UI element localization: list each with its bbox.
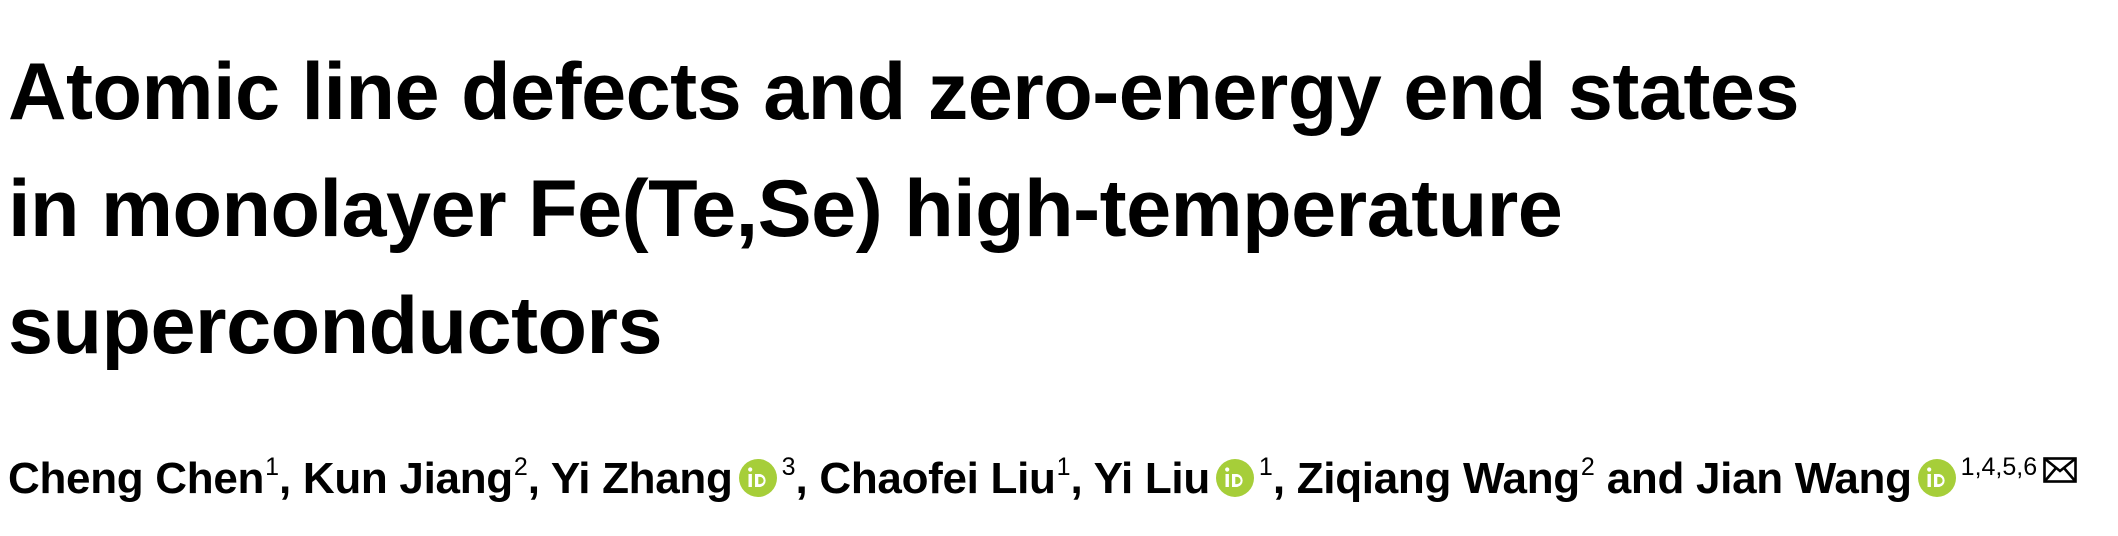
author-separator: , xyxy=(1070,454,1094,503)
orcid-icon[interactable] xyxy=(1917,459,1956,497)
author-cheng-chen[interactable]: Cheng Chen1 xyxy=(8,453,280,503)
affiliation-marker[interactable]: 1 xyxy=(265,453,280,481)
author-name[interactable]: Yi Liu xyxy=(1093,454,1211,503)
title-line-1: Atomic line defects and zero-energy end … xyxy=(8,47,1800,137)
author-yi-liu[interactable]: Yi Liu 1 xyxy=(1093,453,1273,503)
author-name[interactable]: Jian Wang xyxy=(1695,454,1912,503)
title-line-2: in monolayer Fe(Te,Se) high-temperature xyxy=(8,164,1563,254)
orcid-icon[interactable] xyxy=(738,459,777,497)
title-line-3: superconductors xyxy=(8,281,663,371)
affiliation-marker[interactable]: 3 xyxy=(781,453,796,481)
author-chaofei-liu[interactable]: Chaofei Liu1 xyxy=(819,453,1071,503)
author-name[interactable]: Kun Jiang xyxy=(302,454,513,503)
affiliation-marker[interactable]: 2 xyxy=(513,453,528,481)
author-name[interactable]: Yi Zhang xyxy=(550,454,733,503)
orcid-icon[interactable] xyxy=(1215,459,1254,497)
author-separator: , xyxy=(527,454,551,503)
author-name[interactable]: Chaofei Liu xyxy=(819,454,1056,503)
author-separator: and xyxy=(1594,454,1696,503)
author-yi-zhang[interactable]: Yi Zhang 3 xyxy=(550,453,796,503)
author-ziqiang-wang[interactable]: Ziqiang Wang2 xyxy=(1296,453,1595,503)
author-name[interactable]: Cheng Chen xyxy=(8,454,265,503)
affiliation-marker[interactable]: 1,4,5,6 xyxy=(1960,453,2038,481)
affiliation-marker[interactable]: 2 xyxy=(1580,453,1595,481)
author-kun-jiang[interactable]: Kun Jiang2 xyxy=(302,453,528,503)
affiliation-marker[interactable]: 1 xyxy=(1258,453,1273,481)
author-separator: , xyxy=(795,454,820,503)
author-name[interactable]: Ziqiang Wang xyxy=(1296,454,1580,503)
author-jian-wang[interactable]: Jian Wang 1,4,5,6 xyxy=(1695,453,2077,503)
author-separator: , xyxy=(1272,454,1297,503)
affiliation-marker[interactable]: 1 xyxy=(1056,453,1071,481)
author-list: Cheng Chen1, Kun Jiang2, Yi Zhang 3, Chao… xyxy=(8,437,2108,509)
paper-title: Atomic line defects and zero-energy end … xyxy=(8,34,2098,385)
envelope-icon[interactable] xyxy=(2043,457,2077,483)
author-separator: , xyxy=(279,454,303,503)
